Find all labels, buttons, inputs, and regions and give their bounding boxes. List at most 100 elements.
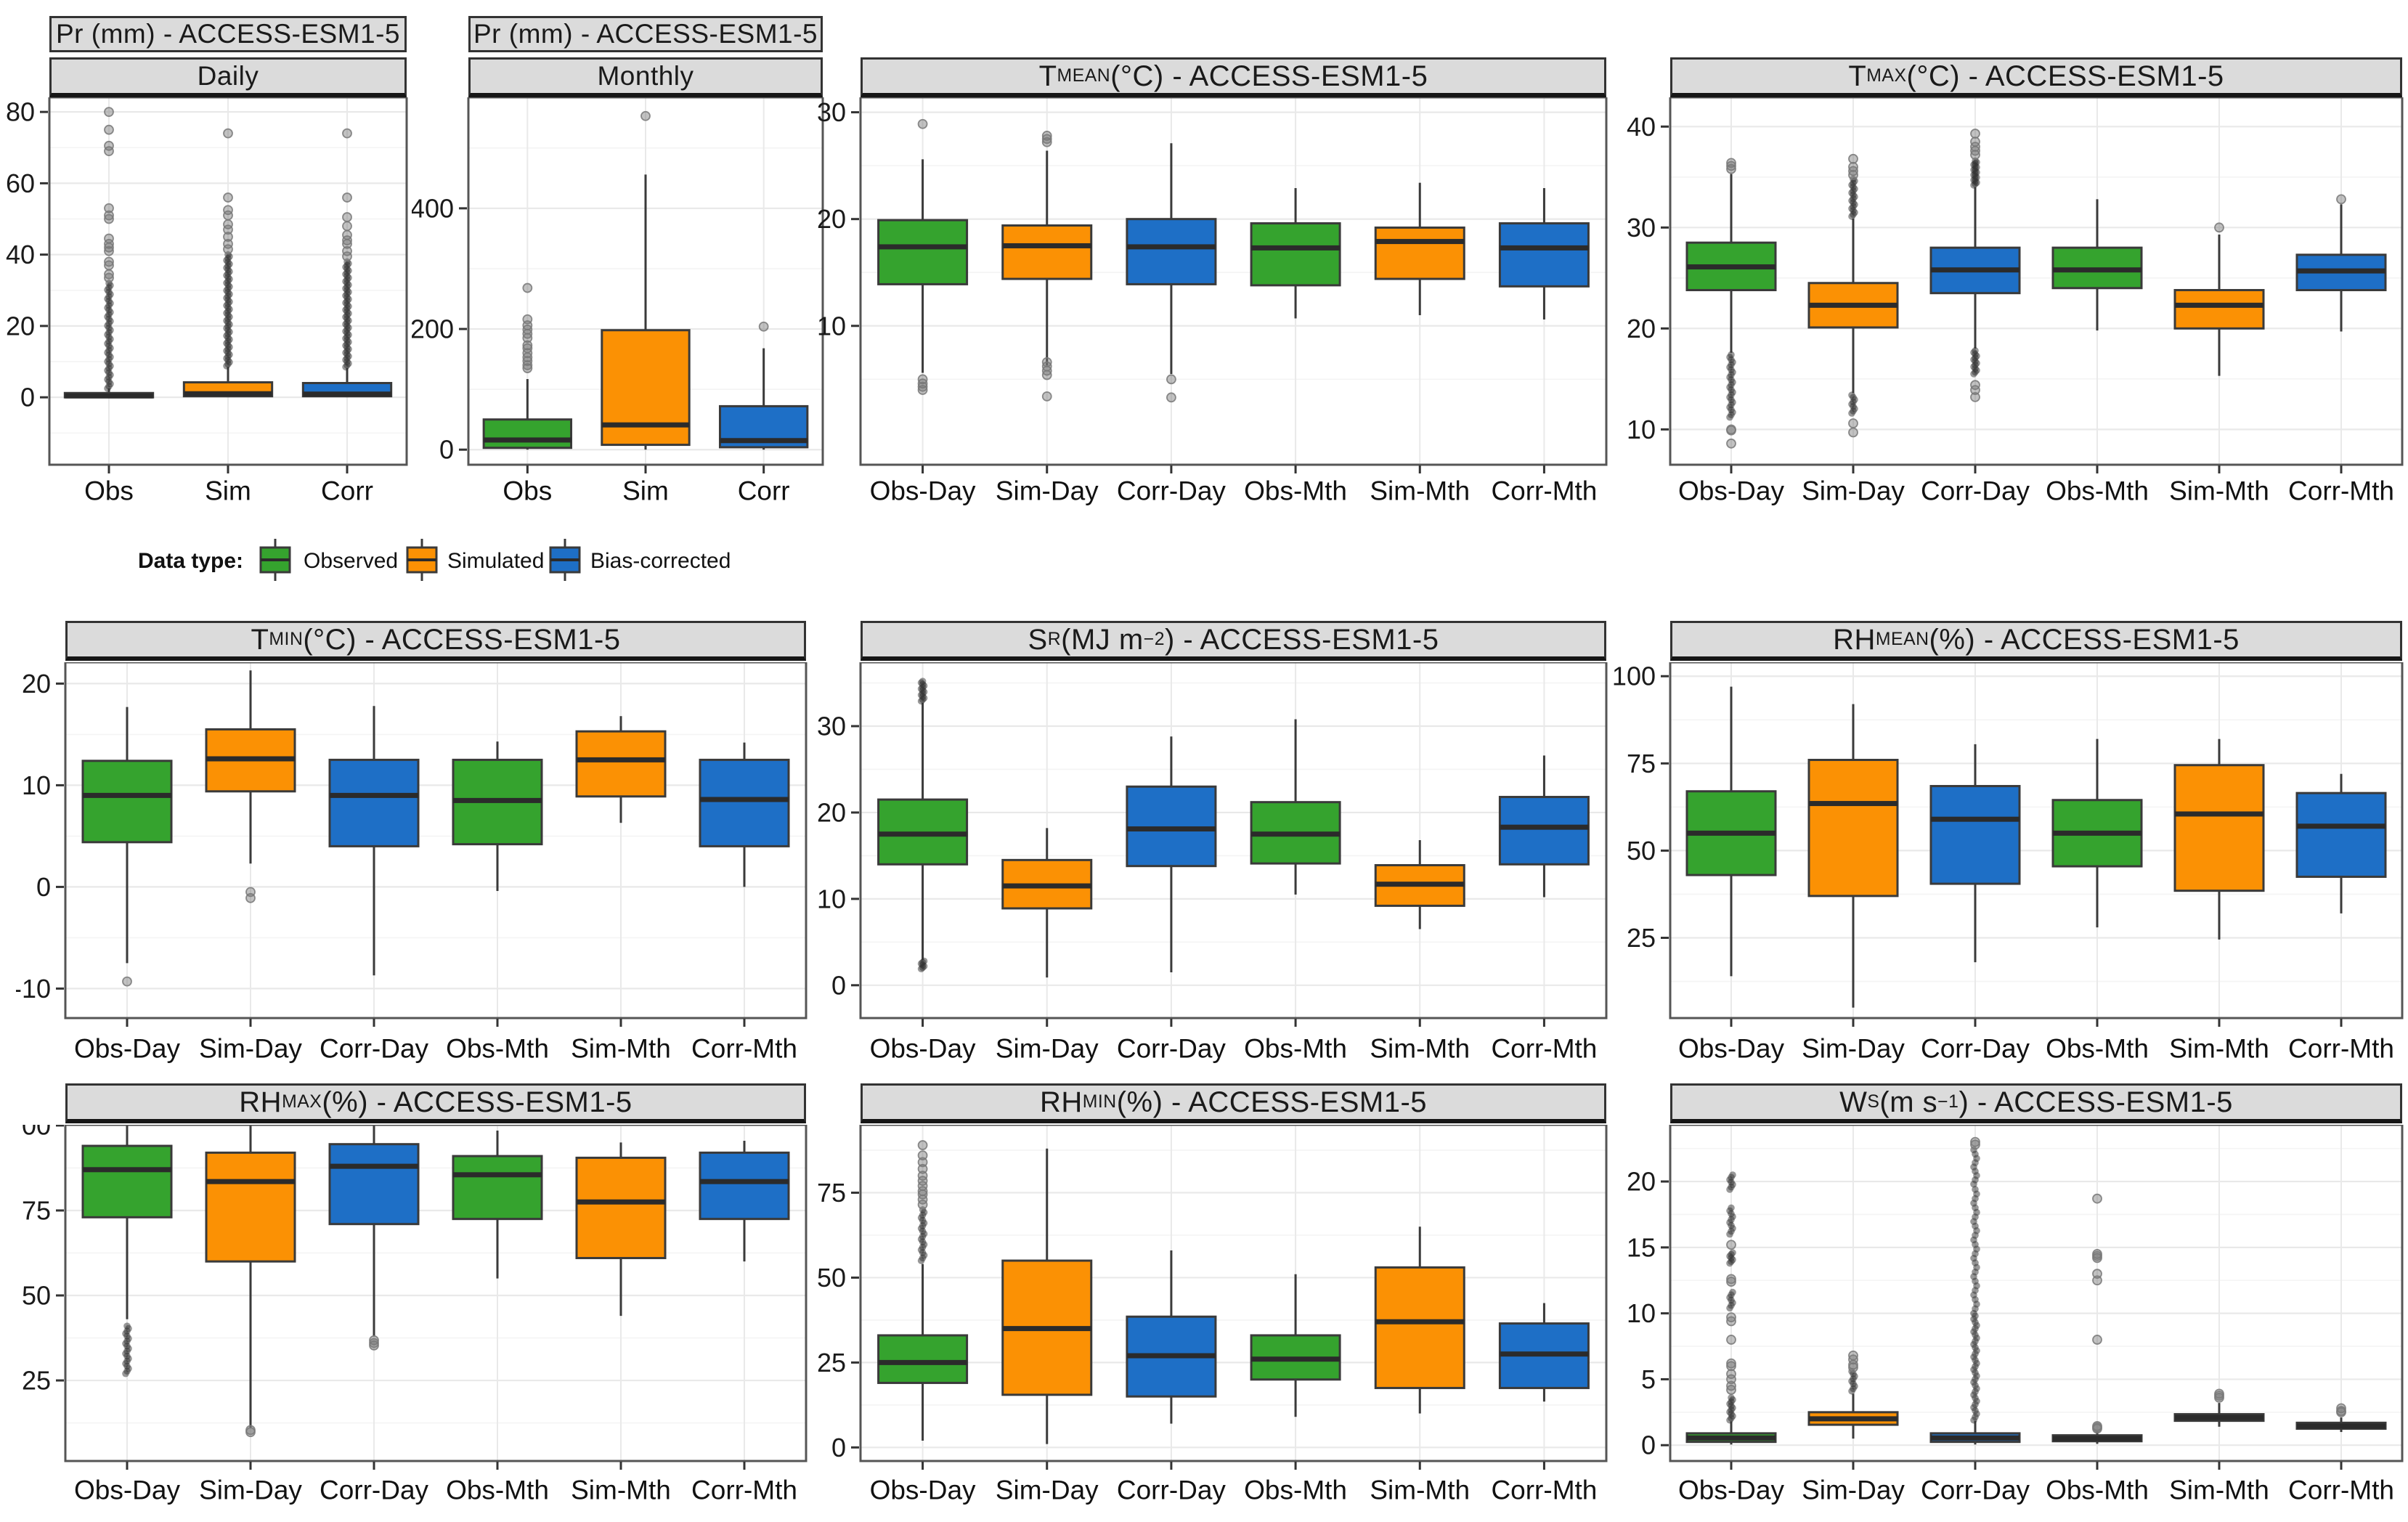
- svg-text:75: 75: [1627, 749, 1656, 778]
- plot-area-t-mean: [861, 97, 1606, 465]
- svg-text:400: 400: [412, 193, 454, 223]
- svg-text:Obs-Mth: Obs-Mth: [1244, 1034, 1347, 1064]
- x-axis-pr-daily: Obs Sim Corr: [84, 465, 373, 506]
- svg-text:Obs-Day: Obs-Day: [1678, 1034, 1784, 1064]
- panel-t-max: T MAX (°C) - ACCESS-ESM1-5 10 20 30 40 Obs-Day…: [1624, 57, 2407, 523]
- svg-text:Corr-Mth: Corr-Mth: [691, 1476, 797, 1505]
- svg-text:10: 10: [1627, 1298, 1656, 1328]
- svg-text:Obs-Mth: Obs-Mth: [446, 1034, 549, 1064]
- box-t-max-Sim-Mth: [2173, 222, 2265, 376]
- svg-text:50: 50: [22, 1281, 51, 1311]
- box-t-mean-Corr-Mth: [1498, 188, 1590, 320]
- svg-text:Obs-Mth: Obs-Mth: [2046, 1476, 2149, 1505]
- svg-text:Sim-Mth: Sim-Mth: [1370, 476, 1470, 506]
- box-s-r-Corr-Mth: [1498, 755, 1590, 898]
- box-t-mean-Corr-Day: [1126, 143, 1217, 403]
- box-w-s-Sim-Mth: [2173, 1388, 2265, 1427]
- box-pr-monthly-Obs: [482, 282, 573, 450]
- strip-title-pr-daily: Pr (mm) - ACCESS-ESM1-5: [49, 16, 407, 52]
- x-axis-s-r: Obs-Day Sim-Day Corr-Day Obs-Mth Sim-Mth Corr…: [870, 1019, 1597, 1064]
- svg-text:Obs-Mth: Obs-Mth: [2046, 476, 2149, 506]
- svg-text:200: 200: [412, 314, 454, 344]
- svg-text:100: 100: [1614, 662, 1656, 691]
- box-pr-monthly-Corr: [718, 321, 809, 450]
- svg-text:20: 20: [1627, 314, 1656, 343]
- svg-text:50: 50: [1627, 836, 1656, 866]
- box-pr-daily-Sim: [182, 128, 274, 398]
- boxplot-s-r: 0 10 20 30 Obs-Day Sim-Day Corr-Day Obs-Mth Sim-…: [817, 662, 1608, 1064]
- boxplot-rh-mean: 25 50 75 100 Obs-Day Sim-Day Corr-Day Obs-Mth Si…: [1614, 662, 2404, 1064]
- boxplot-rh-max: 25 50 75 00 Obs-Day Sim-Day Corr-Day Obs-Mth Sim…: [22, 1125, 808, 1505]
- plot-area-rh-min: [861, 1125, 1606, 1461]
- svg-text:40: 40: [1627, 112, 1656, 142]
- svg-text:Corr-Day: Corr-Day: [1117, 476, 1227, 506]
- box-rh-max-Corr-Mth: [699, 1141, 790, 1262]
- svg-text:Sim-Day: Sim-Day: [996, 1476, 1099, 1505]
- svg-text:Obs-Day: Obs-Day: [1678, 1476, 1784, 1505]
- y-axis-s-r: 0 10 20 30: [817, 712, 859, 1000]
- y-axis-t-min: -10 0 10 20: [16, 669, 64, 1004]
- y-axis-pr-monthly: 0 200 400: [412, 193, 467, 465]
- svg-text:Obs-Day: Obs-Day: [1678, 476, 1784, 506]
- box-rh-mean-Sim-Mth: [2173, 738, 2265, 940]
- svg-text:5: 5: [1641, 1364, 1656, 1394]
- box-s-r-Sim-Mth: [1374, 840, 1465, 929]
- svg-text:Corr-Mth: Corr-Mth: [1491, 476, 1597, 506]
- svg-text:20: 20: [6, 311, 35, 341]
- y-axis-pr-daily: 0 20 40 60 80: [6, 97, 48, 412]
- box-rh-min-Obs-Mth: [1250, 1274, 1341, 1417]
- box-t-min-Sim-Day: [205, 670, 296, 903]
- svg-text:20: 20: [817, 797, 846, 827]
- svg-text:Sim-Mth: Sim-Mth: [571, 1034, 671, 1064]
- y-axis-t-mean: 10 20 30: [817, 97, 859, 341]
- boxplot-rh-min: 0 25 50 75 Obs-Day Sim-Day Corr-Day Obs-Mth Sim-…: [817, 1125, 1608, 1505]
- svg-text:Obs-Day: Obs-Day: [870, 1476, 976, 1505]
- panel-pr-monthly: Pr (mm) - ACCESS-ESM1-5 Monthly 0 200 400 Obs…: [412, 16, 827, 523]
- svg-text:30: 30: [1627, 213, 1656, 243]
- box-t-min-Sim-Mth: [575, 716, 667, 823]
- svg-text:0: 0: [20, 383, 35, 412]
- plot-area-t-min: [65, 662, 806, 1018]
- panel-t-min: T MIN (°C) - ACCESS-ESM1-5 -10 0 10 20 Obs-Day…: [16, 621, 810, 1081]
- x-axis-t-mean: Obs-Day Sim-Day Corr-Day Obs-Mth Sim-Mth Corr…: [870, 465, 1597, 506]
- box-pr-daily-Corr: [301, 128, 393, 398]
- strip-title-t-min: T MIN (°C) - ACCESS-ESM1-5: [65, 621, 806, 661]
- svg-text:50: 50: [817, 1263, 846, 1293]
- svg-text:Sim-Day: Sim-Day: [1802, 476, 1905, 506]
- svg-text:Sim-Mth: Sim-Mth: [1370, 1034, 1470, 1064]
- svg-text:25: 25: [817, 1348, 846, 1377]
- plot-area-rh-max: [65, 1125, 806, 1461]
- strip-title-t-mean: T MEAN (°C) - ACCESS-ESM1-5: [861, 57, 1606, 97]
- svg-text:0: 0: [831, 970, 846, 1000]
- box-t-min-Corr-Day: [328, 706, 420, 976]
- box-t-min-Corr-Mth: [699, 742, 790, 887]
- box-rh-mean-Sim-Day: [1807, 704, 1899, 1008]
- box-w-s-Corr-Mth: [2295, 1403, 2387, 1433]
- box-rh-max-Sim-Mth: [575, 1142, 667, 1317]
- box-t-mean-Sim-Day: [1001, 131, 1093, 402]
- svg-text:Sim-Mth: Sim-Mth: [1370, 1476, 1470, 1505]
- svg-text:Obs-Day: Obs-Day: [870, 1034, 976, 1064]
- plot-area-pr-monthly: [468, 97, 823, 465]
- plot-area-s-r: [861, 662, 1606, 1018]
- box-s-r-Obs-Mth: [1250, 719, 1341, 895]
- svg-text:30: 30: [817, 97, 846, 127]
- box-w-s-Corr-Day: [1929, 1136, 2021, 1445]
- box-t-max-Obs-Mth: [2051, 199, 2143, 331]
- box-t-min-Obs-Day: [81, 707, 173, 987]
- svg-text:10: 10: [1627, 415, 1656, 444]
- svg-text:15: 15: [1627, 1232, 1656, 1262]
- box-t-max-Corr-Mth: [2295, 194, 2387, 332]
- legend-item-bias-corrected: Bias-corrected: [590, 549, 731, 573]
- svg-text:Obs: Obs: [503, 476, 552, 506]
- svg-text:0: 0: [831, 1433, 846, 1462]
- legend-key-bias-corrected-icon: [549, 539, 581, 581]
- svg-text:00: 00: [22, 1125, 51, 1140]
- x-axis-t-max: Obs-Day Sim-Day Corr-Day Obs-Mth Sim-Mth Corr…: [1678, 465, 2394, 506]
- legend-title: Data type:: [138, 549, 244, 573]
- svg-text:20: 20: [817, 204, 846, 234]
- svg-text:Corr-Mth: Corr-Mth: [1491, 1034, 1597, 1064]
